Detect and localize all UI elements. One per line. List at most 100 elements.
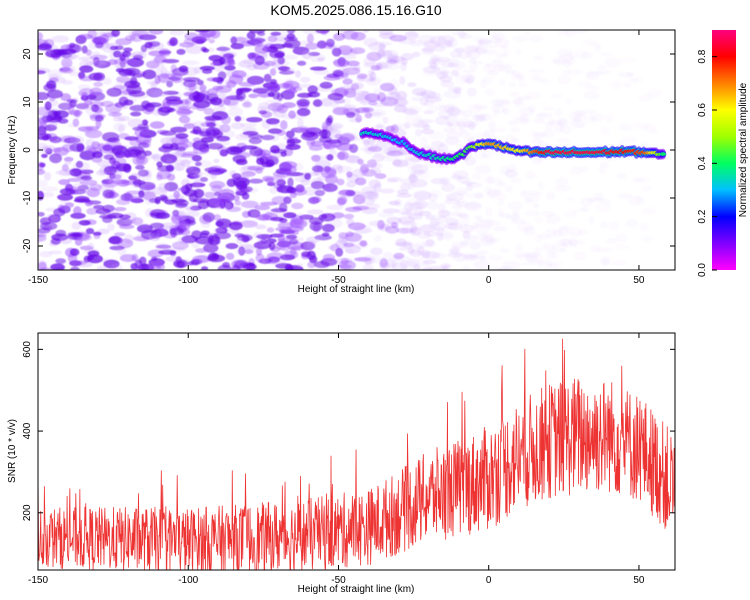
noise-blob — [41, 186, 59, 192]
snr-x-axis-label: Height of straight line (km) — [298, 584, 415, 595]
noise-blob — [452, 252, 468, 262]
noise-blob — [230, 42, 244, 50]
noise-blob — [400, 106, 416, 113]
snr-series-line — [38, 338, 675, 570]
noise-blob — [364, 112, 373, 119]
noise-blob — [71, 222, 82, 230]
noise-blob — [86, 207, 99, 215]
noise-blob — [132, 126, 150, 131]
x-tick-label: -100 — [178, 575, 198, 586]
noise-blob — [444, 114, 459, 121]
noise-blob — [342, 78, 353, 85]
noise-blob — [210, 62, 218, 67]
noise-blob — [156, 170, 172, 180]
noise-blob — [518, 73, 525, 83]
noise-blob — [341, 73, 349, 79]
noise-blob — [387, 176, 403, 182]
noise-blob — [385, 58, 401, 66]
noise-blob — [154, 242, 170, 252]
x-tick-label: -150 — [28, 575, 48, 586]
noise-blob — [66, 53, 78, 60]
noise-blob — [234, 36, 249, 43]
noise-blob — [200, 219, 211, 229]
noise-blob — [69, 248, 80, 256]
noise-blob — [213, 227, 226, 234]
noise-blob — [158, 182, 170, 193]
noise-blob — [449, 246, 461, 254]
noise-blob — [48, 120, 58, 128]
noise-blob — [123, 163, 132, 173]
noise-blob — [310, 180, 325, 190]
noise-blob — [300, 220, 315, 226]
noise-blob — [225, 243, 239, 250]
noise-blob — [248, 187, 259, 193]
noise-blob — [527, 104, 536, 113]
noise-blob — [249, 146, 263, 157]
noise-blob — [596, 64, 606, 71]
noise-blob — [584, 84, 599, 92]
noise-blob — [116, 238, 134, 249]
noise-blob — [67, 177, 82, 182]
noise-blob — [289, 245, 305, 251]
noise-blob — [42, 191, 55, 198]
y-tick-label: 200 — [22, 504, 33, 521]
noise-blob — [114, 207, 127, 212]
noise-blob — [355, 114, 362, 123]
noise-blob — [509, 126, 520, 133]
noise-blob — [130, 133, 141, 141]
noise-blob — [102, 77, 112, 85]
noise-blob — [368, 179, 382, 189]
noise-blob — [420, 48, 435, 56]
noise-blob — [38, 260, 48, 267]
noise-blob — [285, 234, 298, 240]
noise-blob — [194, 180, 201, 188]
noise-blob — [345, 231, 354, 238]
noise-blob — [269, 43, 286, 50]
noise-blob — [474, 165, 492, 175]
noise-blob — [322, 253, 336, 262]
noise-blob — [345, 155, 362, 164]
noise-blob — [483, 64, 497, 72]
noise-blob — [38, 92, 50, 101]
noise-blob — [183, 91, 197, 97]
noise-blob — [38, 70, 46, 75]
noise-blob — [93, 205, 105, 210]
noise-blob — [38, 132, 45, 137]
noise-blob — [515, 244, 524, 252]
noise-blob — [149, 121, 165, 129]
noise-blob — [280, 120, 288, 130]
noise-blob — [96, 159, 114, 167]
noise-blob — [546, 191, 555, 201]
noise-blob — [374, 173, 387, 180]
noise-blob — [472, 115, 486, 122]
x-tick-label: -150 — [28, 275, 48, 286]
noise-blob — [512, 209, 520, 216]
noise-blob — [246, 31, 256, 40]
noise-blob — [286, 30, 296, 34]
noise-blob — [238, 60, 254, 68]
noise-blob — [322, 223, 335, 233]
noise-blob — [362, 263, 374, 270]
noise-blob — [297, 118, 304, 129]
noise-blob — [462, 230, 470, 239]
noise-blob — [492, 265, 501, 270]
noise-blob — [485, 207, 493, 217]
noise-blob — [560, 242, 567, 248]
noise-blob — [241, 145, 258, 150]
snr-x-axis: -150 -100 -50 0 50 — [28, 333, 645, 586]
noise-blob — [113, 50, 122, 58]
noise-blob — [192, 255, 211, 264]
noise-blob — [301, 50, 312, 60]
noise-blob — [269, 68, 277, 76]
noise-blob — [183, 37, 202, 45]
noise-blob — [301, 251, 312, 258]
noise-blob — [93, 234, 101, 240]
noise-blob — [70, 212, 86, 219]
noise-blob — [178, 65, 189, 73]
noise-blob — [441, 182, 456, 192]
noise-blob — [160, 196, 169, 202]
noise-blob — [176, 260, 185, 268]
noise-blob — [223, 61, 236, 66]
noise-blob — [569, 119, 587, 128]
noise-blob — [170, 126, 188, 133]
